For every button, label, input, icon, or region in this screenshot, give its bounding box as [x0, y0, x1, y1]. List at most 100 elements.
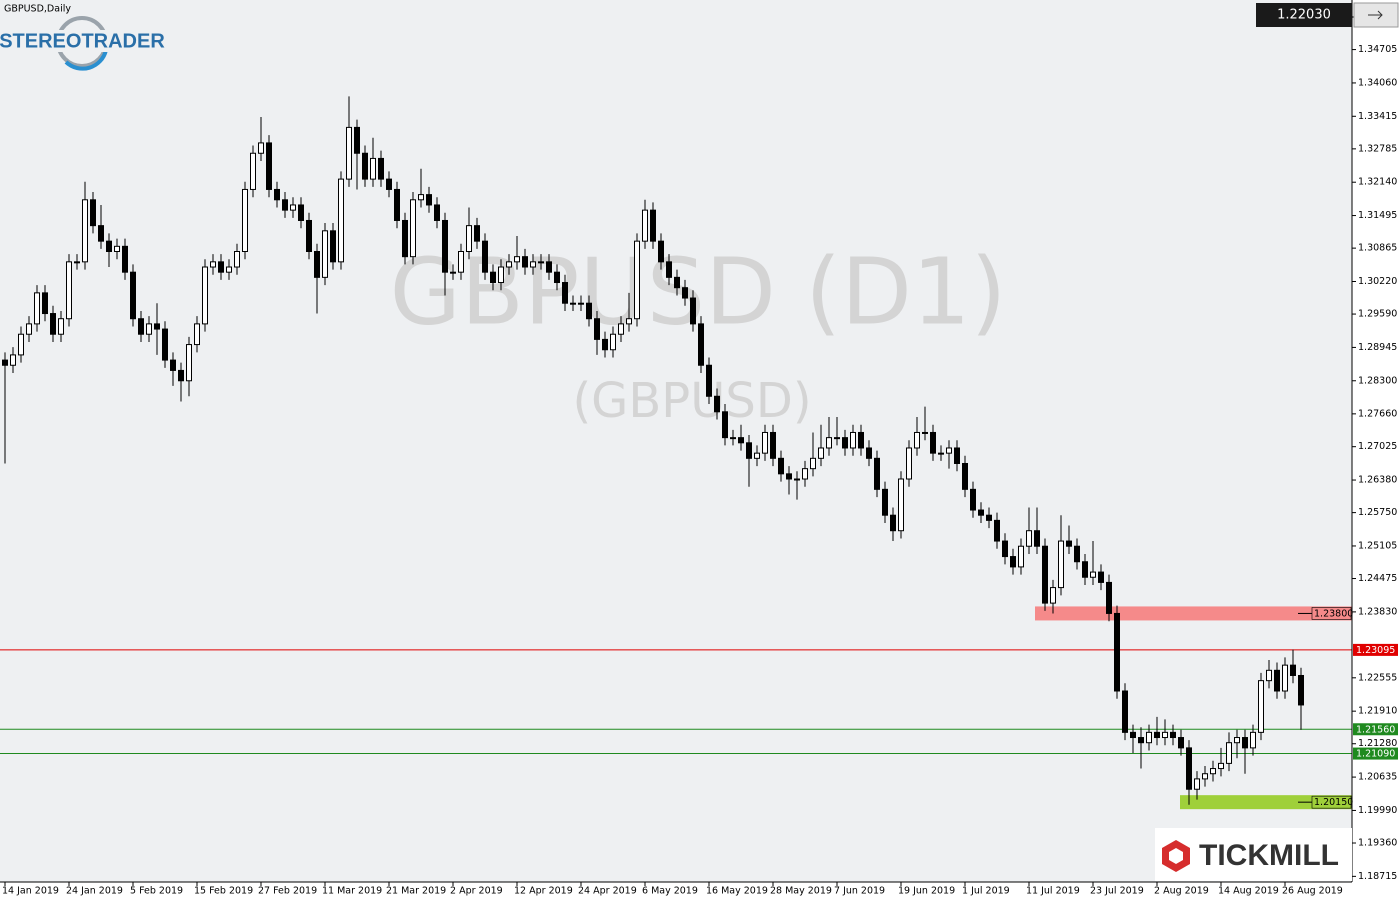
candle-body	[914, 431, 920, 449]
candle-body	[850, 431, 856, 449]
toolbar-icon	[1368, 10, 1383, 20]
x-tick-label: 24 Jan 2019	[66, 886, 123, 897]
candle-body	[114, 245, 120, 252]
candle-body	[402, 219, 408, 258]
candle-body	[154, 323, 160, 330]
candle-body	[1258, 680, 1264, 733]
candle-body	[1226, 742, 1232, 764]
x-tick-label: 21 Mar 2019	[386, 886, 446, 897]
level-label-box	[1353, 747, 1398, 760]
x-tick-label: 14 Aug 2019	[1218, 886, 1279, 897]
y-tick-label: 1.31495	[1358, 210, 1397, 221]
x-tick-label: 15 Feb 2019	[194, 886, 253, 897]
y-tick-label: 1.27660	[1358, 408, 1397, 419]
candle-body	[626, 318, 632, 325]
x-tick-label: 16 May 2019	[706, 886, 768, 897]
candle-body	[882, 488, 888, 516]
candle-body	[258, 142, 264, 154]
logo-backdrop	[22, 30, 142, 52]
level-label: 1.20150	[1314, 797, 1353, 808]
candle-body	[866, 447, 872, 459]
y-tick-label: 1.19990	[1358, 805, 1397, 816]
candle-body	[650, 209, 656, 242]
candle-body	[266, 142, 272, 190]
x-tick-label: 19 Jun 2019	[898, 886, 955, 897]
y-tick-label: 1.26380	[1358, 475, 1397, 486]
candle-body	[34, 292, 40, 325]
candle-body	[42, 292, 48, 315]
candle-body	[474, 225, 480, 242]
candle-body	[874, 457, 880, 490]
candle-body	[562, 282, 568, 304]
level-zone	[1180, 795, 1352, 810]
x-tick-label: 12 Apr 2019	[514, 886, 573, 897]
candle-body	[1186, 747, 1192, 790]
y-tick-label: 1.30220	[1358, 276, 1397, 287]
candle-body	[122, 245, 128, 273]
y-tick-label: 1.29590	[1358, 309, 1397, 320]
candle-body	[1146, 731, 1152, 744]
candle-body	[378, 157, 384, 180]
candle-body	[434, 204, 440, 221]
watermark-sub: (GBPUSD)	[572, 373, 811, 429]
candle-body	[1218, 762, 1224, 770]
candle-body	[10, 354, 16, 366]
y-tick-label: 1.27025	[1358, 441, 1397, 452]
candle-body	[274, 188, 280, 201]
x-tick-label: 5 Feb 2019	[130, 886, 183, 897]
candle-body	[602, 338, 608, 351]
candle-body	[58, 318, 64, 335]
x-tick-label: 23 Jul 2019	[1090, 886, 1144, 897]
y-tick-label: 1.24475	[1358, 573, 1397, 584]
candle-body	[746, 442, 752, 459]
candle-body	[1114, 612, 1120, 692]
x-tick-label: 2 Apr 2019	[450, 886, 503, 897]
candle-body	[986, 514, 992, 521]
candle-body	[106, 240, 112, 252]
candle-body	[522, 256, 528, 268]
candle-body	[778, 457, 784, 475]
candle-body	[706, 364, 712, 397]
x-tick-label: 27 Feb 2019	[258, 886, 317, 897]
candle-body	[674, 276, 680, 289]
candle-body	[82, 199, 88, 263]
candle-body	[226, 266, 232, 273]
candle-body	[210, 261, 216, 268]
candle-body	[922, 431, 928, 434]
x-tick-label: 14 Jan 2019	[2, 886, 59, 897]
candle-body	[594, 318, 600, 340]
y-tick-label: 1.34060	[1358, 77, 1397, 88]
candle-body	[538, 261, 544, 264]
candle-body	[490, 271, 496, 284]
candle-body	[714, 395, 720, 413]
candle-body	[698, 323, 704, 366]
candle-body	[890, 514, 896, 532]
candle-body	[1242, 737, 1248, 749]
y-tick-label: 1.30865	[1358, 243, 1397, 254]
candle-body	[786, 473, 792, 480]
candle-body	[1026, 530, 1032, 547]
candle-body	[690, 297, 696, 325]
y-tick-label: 1.23830	[1358, 606, 1397, 617]
candle-body	[554, 271, 560, 284]
candle-body	[666, 261, 672, 278]
candle-body	[298, 204, 304, 221]
candle-body	[1202, 773, 1208, 780]
level-label-box	[1311, 795, 1352, 809]
candle-body	[394, 188, 400, 221]
candle-body	[930, 431, 936, 454]
candle-body	[338, 178, 344, 263]
candle-body	[18, 333, 24, 356]
candle-body	[362, 152, 368, 180]
logo-ring-accent	[64, 49, 108, 71]
y-tick-label: 1.28300	[1358, 375, 1397, 386]
level-label: 1.23800	[1314, 608, 1353, 619]
candle-body	[458, 250, 464, 273]
x-tick-label: 11 Mar 2019	[322, 886, 382, 897]
y-tick-label: 1.19360	[1358, 838, 1397, 849]
candle-body	[658, 240, 664, 263]
candle-body	[1138, 737, 1144, 744]
candle-body	[346, 126, 352, 180]
candle-body	[1050, 587, 1056, 604]
